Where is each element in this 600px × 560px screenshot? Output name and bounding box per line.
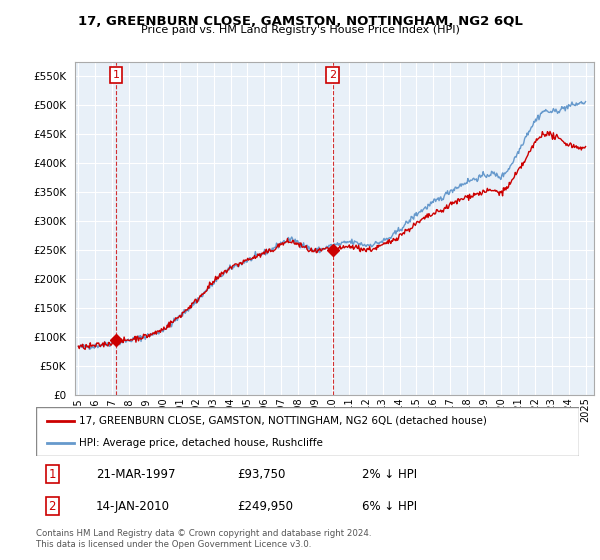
Text: £93,750: £93,750 — [237, 468, 285, 480]
Text: 2: 2 — [329, 70, 336, 80]
Text: Contains HM Land Registry data © Crown copyright and database right 2024.
This d: Contains HM Land Registry data © Crown c… — [36, 529, 371, 549]
Text: 6% ↓ HPI: 6% ↓ HPI — [362, 500, 417, 513]
Text: 17, GREENBURN CLOSE, GAMSTON, NOTTINGHAM, NG2 6QL (detached house): 17, GREENBURN CLOSE, GAMSTON, NOTTINGHAM… — [79, 416, 487, 426]
Text: 1: 1 — [112, 70, 119, 80]
Text: 17, GREENBURN CLOSE, GAMSTON, NOTTINGHAM, NG2 6QL: 17, GREENBURN CLOSE, GAMSTON, NOTTINGHAM… — [77, 15, 523, 27]
Text: HPI: Average price, detached house, Rushcliffe: HPI: Average price, detached house, Rush… — [79, 437, 323, 447]
Text: 14-JAN-2010: 14-JAN-2010 — [96, 500, 170, 513]
Text: 2% ↓ HPI: 2% ↓ HPI — [362, 468, 417, 480]
Text: Price paid vs. HM Land Registry's House Price Index (HPI): Price paid vs. HM Land Registry's House … — [140, 25, 460, 35]
Text: 2: 2 — [49, 500, 56, 513]
Text: 1: 1 — [49, 468, 56, 480]
Text: 21-MAR-1997: 21-MAR-1997 — [96, 468, 175, 480]
Text: £249,950: £249,950 — [237, 500, 293, 513]
